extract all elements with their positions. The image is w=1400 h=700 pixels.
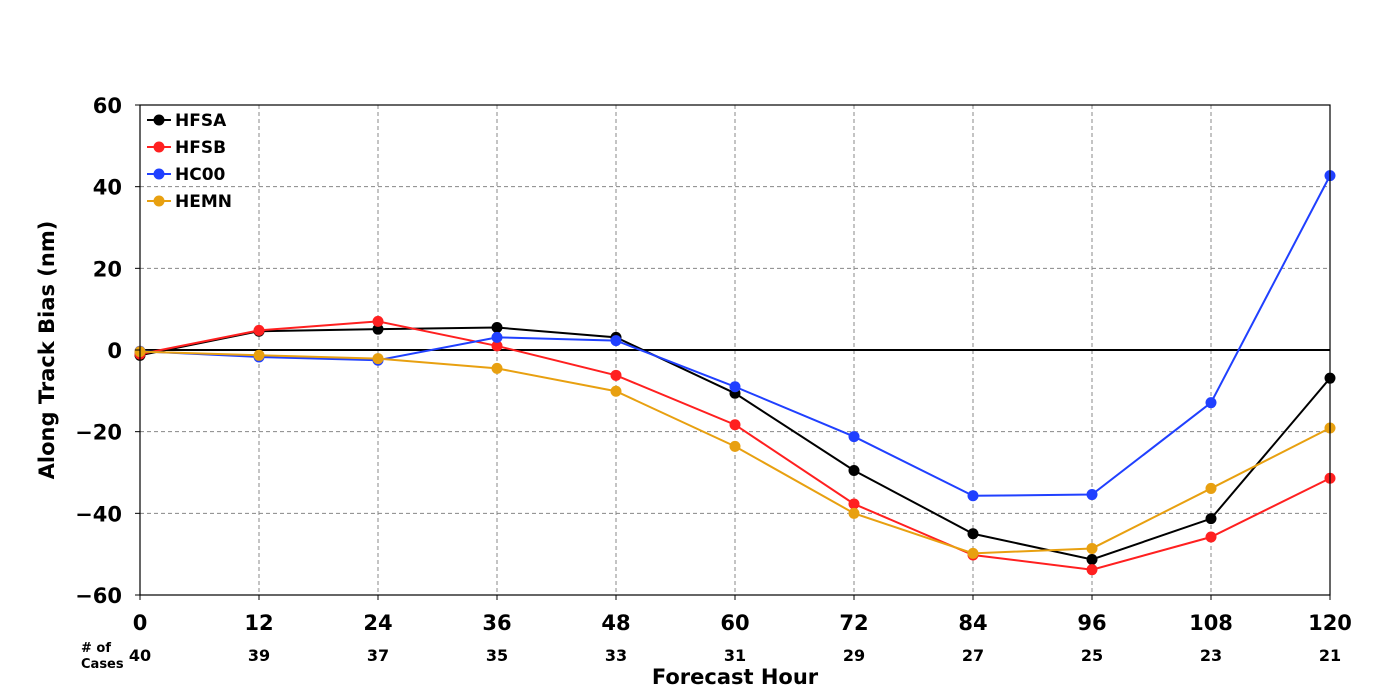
case-count: 35 [486,646,508,665]
case-count: 25 [1081,646,1103,665]
x-tick-label: 72 [839,611,868,635]
case-count: 37 [367,646,389,665]
data-point [1205,482,1217,494]
data-point [372,353,384,365]
case-count: 29 [843,646,865,665]
data-point [1205,513,1217,525]
data-point [610,369,622,381]
data-point [848,431,860,443]
data-point [491,331,503,343]
data-point [967,490,979,502]
y-tick-labels: 60 40 20 0 −20 −40 −60 [75,94,140,608]
x-tick-label: 84 [958,611,987,635]
data-point [491,322,503,334]
data-point [967,528,979,540]
y-tick-label: 60 [93,94,122,118]
y-axis-title: Along Track Bias (nm) [35,221,59,480]
legend-label: HC00 [175,165,226,185]
legend-label: HFSA [175,111,227,131]
data-point [372,315,384,327]
series-hfsb [134,315,1336,576]
x-tick-label: 24 [363,611,392,635]
case-count: 31 [724,646,746,665]
data-point [491,340,503,352]
series-lines [134,170,1336,576]
y-tick-label: 40 [93,176,122,200]
data-point [610,335,622,347]
legend: HFSA HFSB HC00 HEMN [147,111,232,212]
case-count: 23 [1200,646,1222,665]
data-point [1086,564,1098,576]
legend-swatch-marker [153,195,165,207]
y-tick-label: 20 [93,257,122,281]
legend-swatch-marker [153,114,165,126]
legend-swatch-marker [153,168,165,180]
y-tick-label: −60 [75,584,122,608]
case-count: 27 [962,646,984,665]
x-tick-label: 0 [133,611,148,635]
data-point [1205,397,1217,409]
data-point [372,323,384,335]
x-tick-label: 48 [601,611,630,635]
data-point [1205,531,1217,543]
case-count: 40 [129,646,151,665]
legend-item-hfsb: HFSB [147,138,226,158]
x-tick-label: 108 [1189,611,1233,635]
legend-swatch-marker [153,141,165,153]
legend-item-hc00: HC00 [147,165,226,185]
data-point [848,498,860,510]
data-point [729,381,741,393]
data-point [1086,553,1098,565]
data-point [967,547,979,559]
cases-label-line1: # of [81,641,111,656]
legend-label: HFSB [175,138,226,158]
case-count: 39 [248,646,270,665]
x-tick-label: 36 [482,611,511,635]
x-tick-label: 12 [244,611,273,635]
legend-label: HEMN [175,192,232,212]
x-axis-title: Forecast Hour [652,665,819,689]
legend-item-hfsa: HFSA [147,111,227,131]
case-count: 21 [1319,646,1341,665]
y-tick-label: −20 [75,421,122,445]
y-tick-label: −40 [75,502,122,526]
legend-item-hemn: HEMN [147,192,232,212]
data-point [729,440,741,452]
cases-label-line2: Cases [81,657,124,672]
case-count: 33 [605,646,627,665]
data-point [1086,489,1098,501]
data-point [253,324,265,336]
x-tick-label: 120 [1308,611,1352,635]
data-point [729,419,741,431]
data-point [253,349,265,361]
x-tick-label: 60 [720,611,749,635]
case-count-labels: 40 39 37 35 33 31 29 27 25 23 21 [129,646,1341,665]
x-tick-labels: 0 12 24 36 48 60 72 84 96 108 120 [133,595,1352,635]
y-tick-label: 0 [107,339,122,363]
data-point [610,385,622,397]
data-point [1086,542,1098,554]
data-point [491,362,503,374]
data-point [848,507,860,519]
data-point [848,464,860,476]
series-hemn [134,346,1336,559]
x-tick-label: 96 [1077,611,1106,635]
